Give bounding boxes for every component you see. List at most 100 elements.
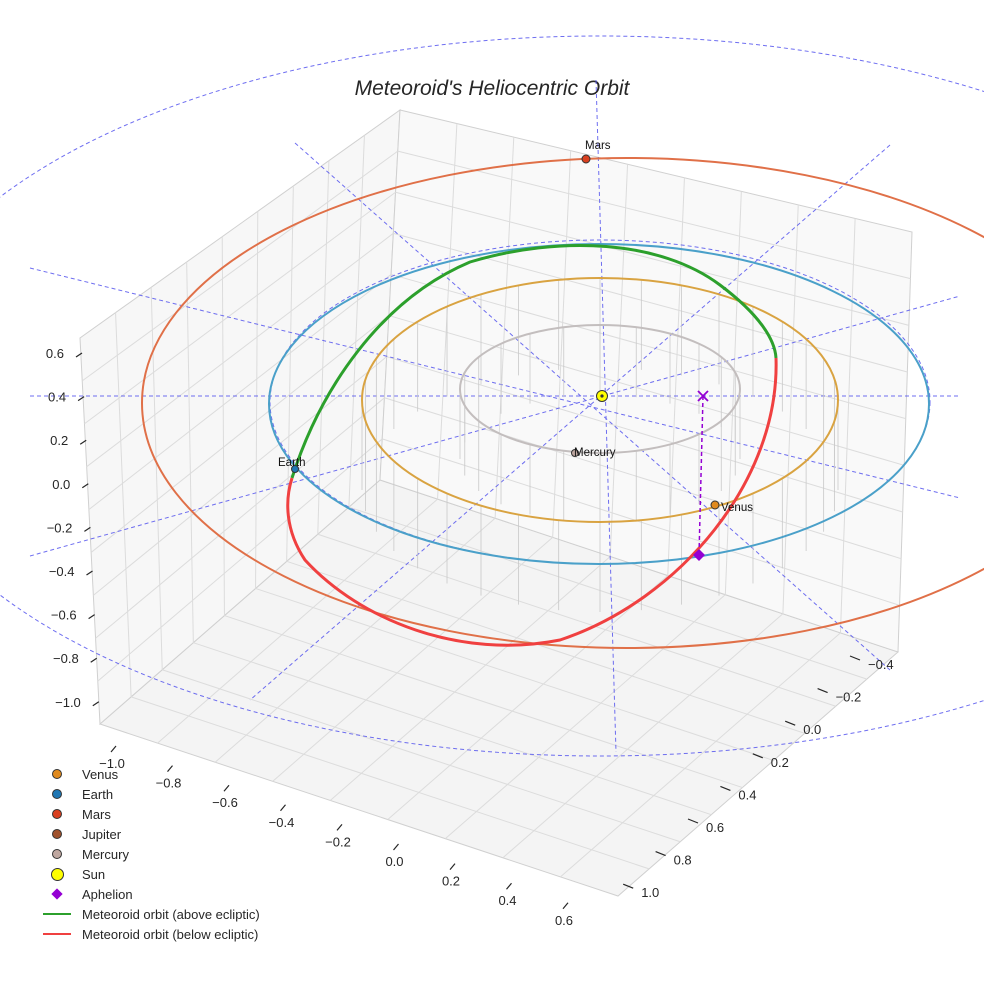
legend-item: Meteoroid orbit (below ecliptic) — [36, 924, 260, 944]
reference-guides — [0, 35, 984, 757]
back-grid-line — [782, 204, 799, 614]
legend-item: Earth — [36, 784, 260, 804]
z-tick — [86, 570, 93, 576]
earth-label: Earth — [278, 457, 306, 469]
y-tick — [817, 688, 828, 694]
x-tick — [506, 882, 512, 890]
legend-marker — [52, 769, 62, 779]
earth-reference-ellipse — [269, 239, 931, 565]
floor-grid-line — [387, 575, 669, 820]
legend-marker — [50, 867, 64, 881]
y-tick-label: 0.4 — [738, 787, 756, 802]
mars-label: Mars — [585, 140, 611, 152]
z-tick-label: −0.6 — [51, 608, 77, 623]
x-tick-label: 0.2 — [442, 874, 460, 889]
legend-label: Earth — [82, 786, 114, 802]
z-tick-label: −0.4 — [49, 564, 75, 579]
x-tick-label: 0.0 — [385, 854, 403, 869]
y-tick-label: −0.4 — [868, 657, 894, 672]
z-tick — [79, 439, 87, 445]
floor-grid-line — [255, 587, 774, 761]
legend-marker — [43, 933, 71, 935]
legend-label: Venus — [82, 766, 119, 782]
y-tick-label: 0.0 — [803, 722, 821, 737]
legend-label: Meteoroid orbit (below ecliptic) — [82, 926, 259, 942]
x-tick-label: −0.8 — [156, 776, 182, 791]
legend-marker — [51, 888, 63, 900]
aphelion-marker — [693, 549, 705, 561]
x-tick — [223, 784, 230, 792]
legend-swatch — [36, 844, 78, 864]
left-grid-line — [255, 211, 259, 589]
mars-marker — [581, 154, 591, 164]
legend-marker — [52, 809, 62, 819]
back-grid-line — [609, 164, 629, 557]
y-tick — [784, 720, 796, 726]
legend-item: Mercury — [36, 844, 260, 864]
venus-marker — [710, 500, 720, 510]
reference-axis-diagonal-c — [29, 267, 961, 499]
legend-item: Venus — [36, 764, 260, 784]
left-grid-line — [221, 236, 225, 616]
y-tick — [655, 851, 666, 857]
z-tick — [75, 352, 83, 358]
y-tick — [849, 655, 861, 661]
floor-grid-line — [445, 594, 726, 840]
back-grid-line — [839, 218, 856, 633]
z-tick-label: 0.0 — [52, 477, 70, 492]
meteoroid-orbit-below — [286, 357, 778, 647]
mars-orbit — [141, 157, 984, 649]
z-axis-tick-labels: 0.6 0.4 0.2 0.0 −0.2 −0.4 −0.6 −0.8 −1.0 — [46, 346, 81, 710]
floor-grid-line — [214, 517, 496, 763]
legend-label: Meteoroid orbit (above ecliptic) — [82, 906, 260, 922]
z-tick-label: 0.2 — [50, 433, 68, 448]
x-tick — [562, 902, 569, 910]
x-tick-label: −0.2 — [325, 834, 351, 849]
floor-grid-line — [193, 642, 712, 816]
legend-swatch — [36, 804, 78, 824]
floor-grid-line — [130, 696, 650, 870]
x-tick-label: −0.6 — [212, 795, 238, 810]
reference-axis-vertical — [595, 79, 617, 753]
legend-marker — [52, 829, 62, 839]
left-grid-line — [84, 191, 396, 425]
left-grid-line — [115, 312, 132, 697]
z-tick — [77, 396, 85, 402]
x-tick — [110, 745, 117, 753]
left-grid-line — [186, 261, 194, 643]
earth-orbit — [268, 243, 930, 565]
meteoroid-orbit-above — [290, 243, 778, 479]
x-tick-label: −1.0 — [99, 756, 125, 771]
axis-tick-marks — [75, 352, 861, 910]
x-tick — [449, 863, 456, 870]
x-tick — [393, 843, 399, 851]
y-tick — [752, 753, 764, 759]
reference-axis-diagonal-b — [249, 144, 891, 701]
left-grid-line — [97, 438, 383, 682]
back-grid-line — [397, 150, 911, 280]
x-tick-label: −0.4 — [269, 815, 295, 830]
x-tick-label: 0.6 — [555, 913, 573, 928]
legend-label: Mars — [82, 806, 111, 822]
earth-marker — [291, 465, 299, 473]
x-tick — [167, 765, 173, 772]
back-grid-line — [382, 438, 900, 606]
floor-grid-line — [502, 613, 784, 859]
left-grid-line — [93, 356, 387, 596]
x-tick — [336, 824, 343, 831]
legend-swatch — [36, 864, 78, 884]
floor-grid-line — [162, 669, 681, 843]
legend-item: Meteoroid orbit (above ecliptic) — [36, 904, 260, 924]
z-tick-label: −0.2 — [47, 520, 73, 535]
legend-marker — [43, 913, 71, 915]
left-grid-line — [95, 397, 385, 639]
venus-label: Venus — [721, 502, 753, 514]
legend-swatch — [36, 784, 78, 804]
back-grid-line — [494, 137, 515, 519]
y-tick-label: 0.6 — [706, 820, 724, 835]
left-grid-line — [86, 232, 394, 468]
sun-marker-center — [600, 394, 604, 398]
z-tick — [81, 483, 89, 489]
outer-reference-ellipse — [0, 35, 984, 757]
